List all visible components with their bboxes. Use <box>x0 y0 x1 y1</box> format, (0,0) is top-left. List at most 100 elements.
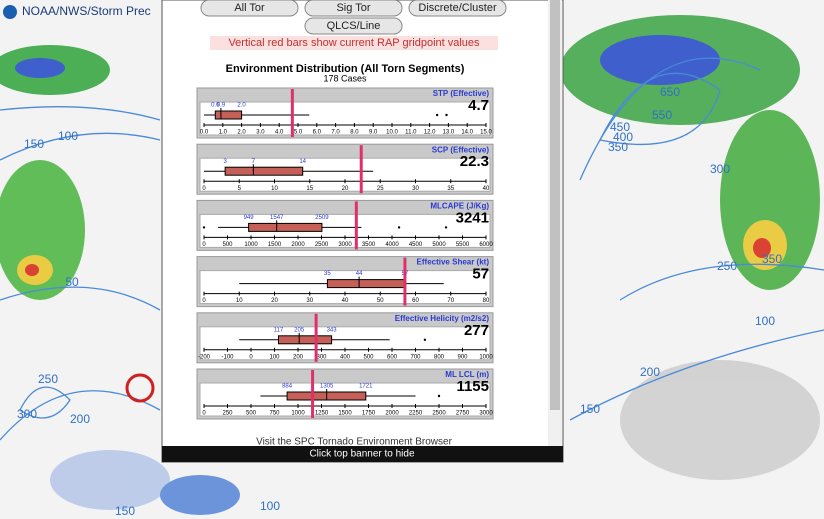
box <box>224 166 304 176</box>
tick-label: 0 <box>202 411 206 417</box>
button[interactable] <box>304 0 403 17</box>
box-label: 0.6 <box>211 103 220 109</box>
site-title: NOAA/NWS/Storm Prec <box>22 4 151 18</box>
tick-label: 700 <box>410 354 421 360</box>
tick-label: 600 <box>387 354 398 360</box>
tick-label: 7.0 <box>331 130 340 136</box>
panel-title: SCP (Effective) <box>432 145 490 154</box>
panel-title: Effective Shear (kt) <box>417 258 490 267</box>
tick-label: 200 <box>293 354 304 360</box>
box-label: 1305 <box>320 384 334 390</box>
box <box>326 279 406 289</box>
tick-label: 0 <box>202 298 206 304</box>
tick-label: 3500 <box>362 242 376 248</box>
map-label: 300 <box>17 407 37 421</box>
box-label: 35 <box>324 271 331 277</box>
button[interactable] <box>304 17 403 35</box>
panel-title: STP (Effective) <box>433 89 490 98</box>
panel-title: MLCAPE (J/Kg) <box>430 202 489 211</box>
footer-link[interactable]: Visit the SPC Tornado Environment Browse… <box>256 437 453 448</box>
map-label: 150 <box>580 402 600 416</box>
box-label: 44 <box>356 271 363 277</box>
box-label: 1721 <box>359 384 373 390</box>
box-label: 3 <box>223 159 227 165</box>
map-label: 100 <box>260 499 280 513</box>
scroll-thumb[interactable] <box>550 0 560 410</box>
tick-label: 30 <box>412 186 419 192</box>
box-label: 343 <box>327 327 338 333</box>
map-label: 300 <box>710 162 730 176</box>
note-bg <box>210 36 498 50</box>
dist-title: Environment Distribution (All Torn Segme… <box>226 63 465 75</box>
map-label: 550 <box>652 108 672 122</box>
tick-label: 20 <box>342 186 349 192</box>
tick-label: 300 <box>316 354 327 360</box>
tick-label: 500 <box>246 411 257 417</box>
tick-label: 13.0 <box>443 130 455 136</box>
tick-label: 2250 <box>409 411 423 417</box>
tick-label: 400 <box>340 354 351 360</box>
box-label: 2509 <box>315 215 329 221</box>
tick-label: 5.0 <box>294 130 303 136</box>
tick-label: 70 <box>447 298 454 304</box>
tick-label: 3000 <box>479 411 493 417</box>
tick-label: 4.0 <box>275 130 284 136</box>
box-label: 884 <box>282 384 293 390</box>
tick-label: 5000 <box>432 242 446 248</box>
outlier <box>435 113 439 117</box>
box-label: 205 <box>294 327 305 333</box>
hide-bar[interactable] <box>162 446 563 462</box>
button[interactable] <box>200 0 299 17</box>
contours <box>0 57 824 441</box>
box-label: 7 <box>252 159 256 165</box>
plot-area <box>199 101 491 136</box>
map-label: 350 <box>762 252 782 266</box>
tick-label: 500 <box>363 354 374 360</box>
tick-label: 1500 <box>268 242 282 248</box>
button-label[interactable]: QLCS/Line <box>327 20 381 32</box>
tick-label: 0 <box>202 242 206 248</box>
panel-title: ML LCL (m) <box>445 370 489 379</box>
hide-bar-text[interactable]: Click top banner to hide <box>309 449 415 460</box>
map-label: 150 <box>24 137 44 151</box>
map-label: 200 <box>70 412 90 426</box>
tick-label: 11.0 <box>405 130 417 136</box>
tick-label: 20 <box>271 298 278 304</box>
panel-value: 57 <box>472 266 489 283</box>
panel-value: 1155 <box>456 378 489 395</box>
tick-label: -100 <box>221 354 234 360</box>
map-label: 350 <box>608 140 628 154</box>
tick-label: 100 <box>269 354 280 360</box>
tick-label: 2000 <box>385 411 399 417</box>
tick-label: 10.0 <box>386 130 398 136</box>
tick-label: 0 <box>202 186 206 192</box>
panel-value: 277 <box>464 322 489 339</box>
tick-label: -200 <box>198 354 211 360</box>
map-label: 200 <box>640 365 660 379</box>
button-label[interactable]: Discrete/Cluster <box>418 2 497 14</box>
box <box>214 110 243 120</box>
tick-label: 35 <box>447 186 454 192</box>
box-label: 949 <box>244 215 255 221</box>
map-label: 400 <box>613 130 633 144</box>
tick-label: 15 <box>306 186 313 192</box>
outlier <box>445 113 448 117</box>
location-marker[interactable] <box>125 373 155 403</box>
box <box>277 335 333 345</box>
tick-label: 900 <box>457 354 468 360</box>
tick-label: 10 <box>271 186 278 192</box>
button-label[interactable]: Sig Tor <box>336 2 370 14</box>
button[interactable] <box>408 0 507 17</box>
outlier <box>437 394 441 398</box>
map-label: 50 <box>65 275 79 289</box>
tick-label: 3.0 <box>256 130 265 136</box>
button-label[interactable]: All Tor <box>234 2 265 14</box>
box <box>248 222 323 232</box>
tick-label: 1.0 <box>219 130 228 136</box>
map-label: 250 <box>717 259 737 273</box>
tick-label: 500 <box>222 242 233 248</box>
tick-label: 1000 <box>291 411 305 417</box>
tick-label: 1000 <box>479 354 493 360</box>
outlier <box>202 226 206 229</box>
